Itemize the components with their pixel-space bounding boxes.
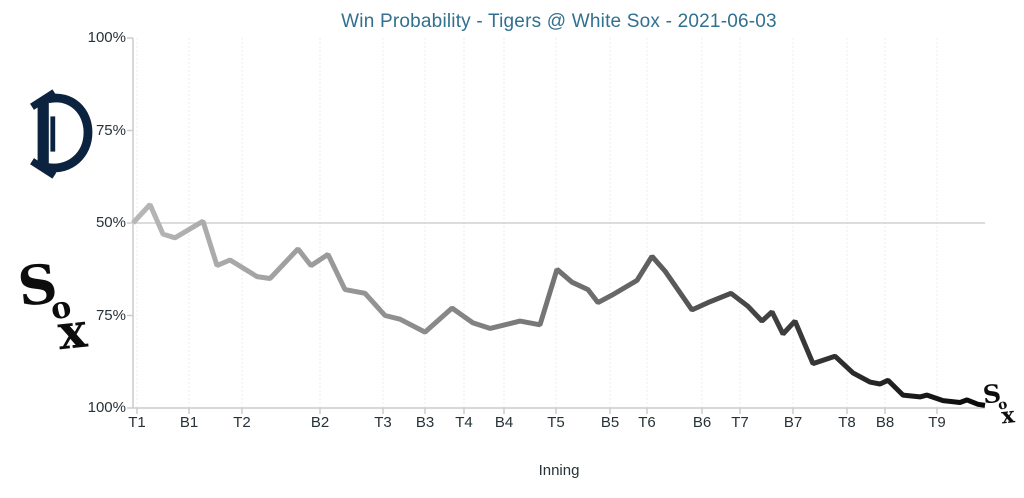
x-tick-label-T7: T7 xyxy=(731,414,749,431)
x-tick-label-B3: B3 xyxy=(415,414,435,431)
x-axis-title: Inning xyxy=(538,462,580,479)
y-tick-label: 50% xyxy=(95,214,126,231)
x-tick-label-B8: B8 xyxy=(875,414,895,431)
x-tick-label-B4: B4 xyxy=(494,414,514,431)
x-tick-label-B6: B6 xyxy=(692,414,712,431)
x-tick-label-T8: T8 xyxy=(838,414,856,431)
x-tick-label-T9: T9 xyxy=(928,414,946,431)
tick-marks xyxy=(127,37,938,414)
white-sox-logo-endpoint: S o x xyxy=(981,378,1021,432)
x-tick-label-T5: T5 xyxy=(547,414,565,431)
x-tick-label-T6: T6 xyxy=(638,414,656,431)
x-tick-label-B1: B1 xyxy=(179,414,199,431)
x-tick-label-B5: B5 xyxy=(600,414,620,431)
win-probability-line xyxy=(131,202,986,408)
x-tick-label-B2: B2 xyxy=(310,414,330,431)
tigers-d-icon xyxy=(30,89,93,179)
tigers-logo xyxy=(16,86,96,182)
x-tick-label-B7: B7 xyxy=(783,414,803,431)
chart-title: Win Probability - Tigers @ White Sox - 2… xyxy=(341,11,777,32)
x-tick-label-T1: T1 xyxy=(128,414,146,431)
y-tick-label: 75% xyxy=(95,306,126,324)
x-tick-label-T4: T4 xyxy=(455,414,473,431)
x-tick-label-T2: T2 xyxy=(233,414,251,431)
y-tick-label: 100% xyxy=(87,399,126,416)
x-tick-label-T3: T3 xyxy=(374,414,392,431)
sox-letter-x: x xyxy=(1000,401,1016,429)
y-tick-label: 75% xyxy=(95,121,126,139)
y-tick-label: 100% xyxy=(87,29,126,46)
